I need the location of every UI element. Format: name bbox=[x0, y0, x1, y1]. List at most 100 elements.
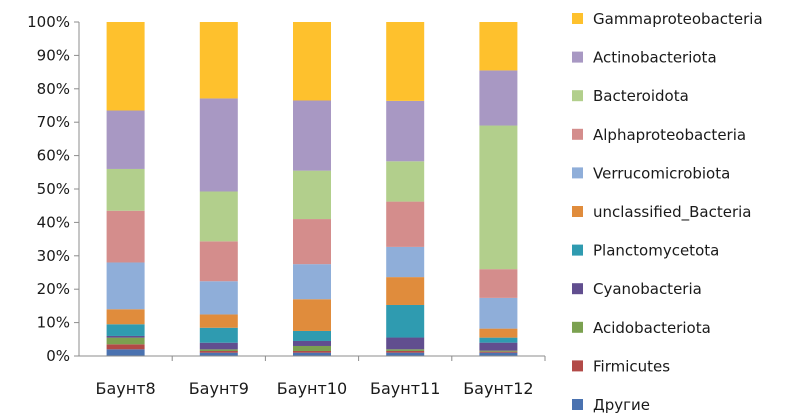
y-tick-label: 0% bbox=[46, 347, 70, 365]
bar-segment bbox=[479, 22, 518, 71]
bar-segment bbox=[386, 100, 425, 162]
bar-segment bbox=[293, 299, 331, 331]
bar-segment bbox=[386, 352, 425, 356]
bar-segment bbox=[199, 342, 238, 350]
bar-segment bbox=[479, 342, 518, 351]
x-category-label: Баунт12 bbox=[463, 379, 533, 398]
bar-segment bbox=[479, 125, 518, 270]
legend-swatch bbox=[572, 244, 583, 256]
legend-label: Acidobacteriota bbox=[593, 319, 711, 337]
bar-segment bbox=[386, 349, 425, 351]
legend-swatch bbox=[572, 13, 583, 24]
y-tick-label: 20% bbox=[37, 280, 70, 298]
bar-stack-4 bbox=[386, 22, 425, 356]
legend-item: Bacteroidota bbox=[572, 87, 689, 105]
x-axis: Баунт8 Баунт9 Баунт10 Баунт11 Баунт12 bbox=[79, 355, 546, 398]
x-category-label: Баунт8 bbox=[95, 379, 155, 398]
y-tick-label: 80% bbox=[37, 80, 70, 98]
bar-stack-5 bbox=[479, 22, 518, 356]
bar-segment bbox=[479, 350, 518, 352]
bar-stack-3 bbox=[293, 22, 331, 356]
y-tick-label: 30% bbox=[37, 247, 70, 265]
bar-segment bbox=[386, 277, 425, 305]
bar-segment bbox=[106, 349, 145, 356]
legend-swatch bbox=[572, 128, 583, 140]
bar-segment bbox=[386, 304, 425, 338]
bar-segment bbox=[293, 219, 331, 265]
legend-item: Другие bbox=[572, 396, 650, 414]
bar-segment bbox=[386, 22, 425, 101]
bar-segment bbox=[199, 327, 238, 343]
legend-item: Gammaproteobacteria bbox=[572, 10, 763, 28]
legend-label: Alphaproteobacteria bbox=[593, 126, 746, 144]
bar-segment bbox=[106, 210, 145, 263]
legend-swatch bbox=[572, 206, 583, 217]
bar-segment bbox=[199, 352, 238, 356]
bar-segment bbox=[293, 350, 331, 353]
y-tick-label: 40% bbox=[37, 213, 70, 231]
legend-item: Cyanobacteria bbox=[572, 280, 702, 298]
legend-item: Alphaproteobacteria bbox=[572, 126, 746, 144]
bar-segment bbox=[386, 161, 425, 202]
legend-label: Actinobacteriota bbox=[593, 49, 717, 67]
legend-item: unclassified_Bacteria bbox=[572, 203, 751, 222]
y-tick-label: 90% bbox=[37, 46, 70, 64]
bar-segment bbox=[386, 201, 425, 247]
y-tick-label: 100% bbox=[27, 13, 70, 31]
y-tick-label: 10% bbox=[37, 314, 70, 332]
bar-segment bbox=[479, 351, 518, 353]
bar-segment bbox=[479, 328, 518, 338]
legend: Gammaproteobacteria Actinobacteriota Bacte… bbox=[572, 10, 763, 414]
legend-label: unclassified_Bacteria bbox=[593, 203, 751, 222]
bar-segment bbox=[386, 337, 425, 350]
bar-segment bbox=[199, 314, 238, 328]
legend-label: Другие bbox=[593, 396, 650, 414]
legend-item: Firmicutes bbox=[572, 357, 670, 375]
y-axis: 0% 10% 20% 30% 40% 50% 60% 70% 80% 90% 100% bbox=[27, 13, 80, 365]
bar-segment bbox=[199, 281, 238, 315]
bar-segment bbox=[106, 262, 145, 310]
legend-item: Actinobacteriota bbox=[572, 49, 717, 67]
bar-segment bbox=[106, 337, 145, 345]
x-category-label: Баунт10 bbox=[277, 379, 347, 398]
bar-segment bbox=[293, 352, 331, 356]
bar-segment bbox=[479, 337, 518, 343]
bar-segment bbox=[479, 269, 518, 298]
bar-segment bbox=[106, 22, 145, 111]
legend-item: Acidobacteriota bbox=[572, 319, 711, 337]
legend-swatch bbox=[572, 399, 583, 410]
bar-segment bbox=[106, 324, 145, 336]
legend-label: Gammaproteobacteria bbox=[593, 10, 763, 28]
bar-segment bbox=[199, 351, 238, 353]
legend-swatch bbox=[572, 283, 583, 295]
legend-label: Firmicutes bbox=[593, 357, 670, 375]
legend-label: Planctomycetota bbox=[593, 242, 719, 260]
bar-segment bbox=[479, 352, 518, 356]
bar-stack-1 bbox=[106, 22, 145, 356]
y-tick-label: 50% bbox=[37, 180, 70, 198]
bar-segment bbox=[106, 309, 145, 325]
legend-swatch bbox=[572, 51, 583, 63]
bar-segment bbox=[293, 100, 331, 171]
bar-segment bbox=[293, 345, 331, 351]
legend-item: Verrucomicrobiota bbox=[572, 164, 730, 182]
x-category-label: Баунт11 bbox=[370, 379, 440, 398]
bar-segment bbox=[386, 246, 425, 278]
bar-segment bbox=[199, 98, 238, 192]
bar-segment bbox=[106, 168, 145, 211]
bars bbox=[106, 22, 518, 356]
bar-segment bbox=[106, 344, 145, 350]
x-category-label: Баунт9 bbox=[189, 379, 249, 398]
bar-segment bbox=[106, 110, 145, 169]
legend-label: Verrucomicrobiota bbox=[593, 164, 730, 182]
bar-segment bbox=[293, 264, 331, 300]
bar-segment bbox=[479, 70, 518, 126]
bar-stack-2 bbox=[199, 22, 238, 356]
bar-segment bbox=[199, 349, 238, 352]
y-tick-label: 60% bbox=[37, 147, 70, 165]
bar-segment bbox=[106, 335, 145, 338]
legend-swatch bbox=[572, 360, 583, 372]
bar-segment bbox=[479, 297, 518, 329]
bar-segment bbox=[199, 22, 238, 99]
